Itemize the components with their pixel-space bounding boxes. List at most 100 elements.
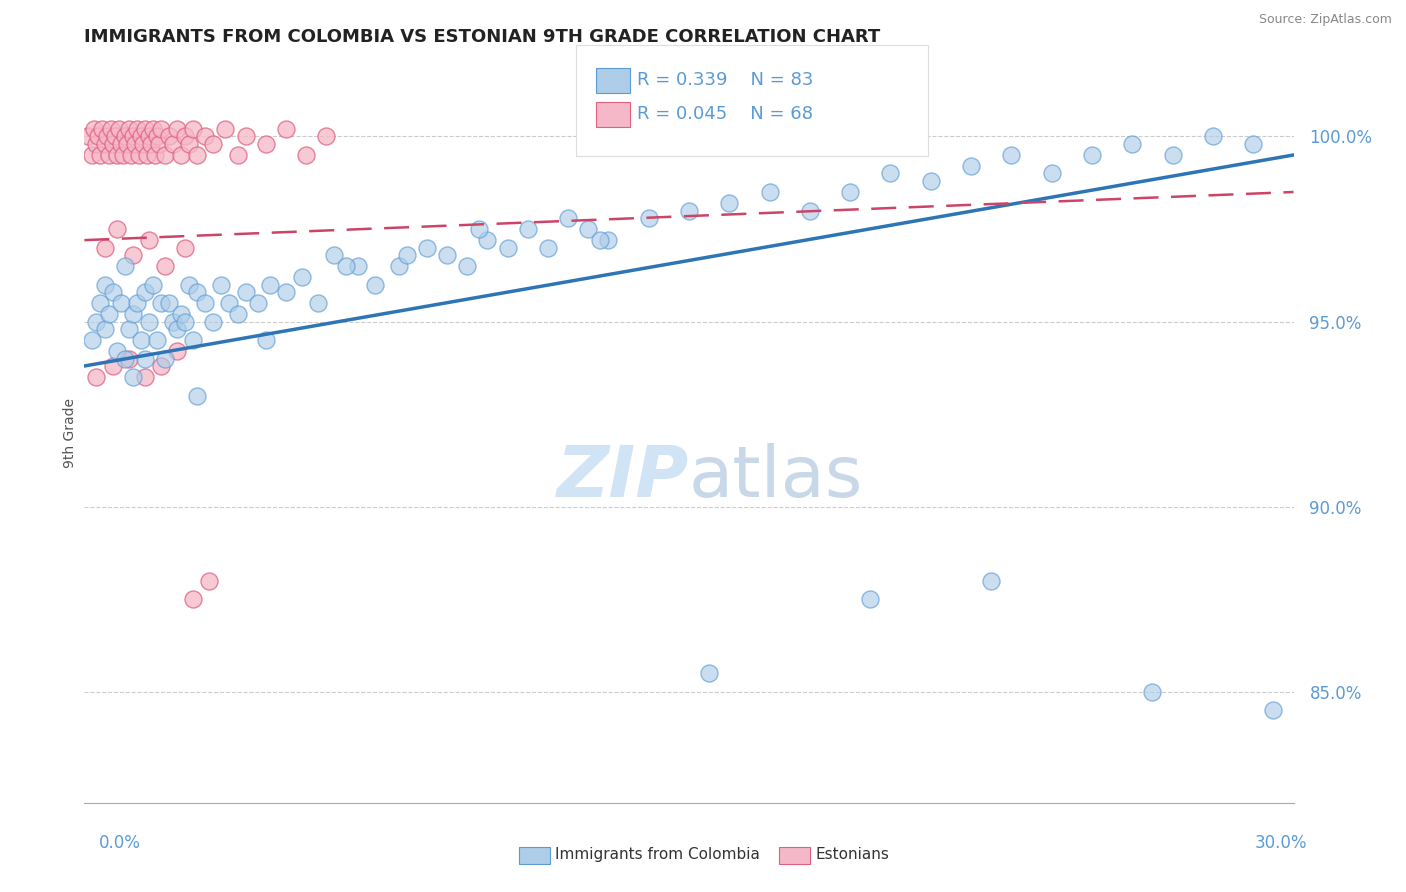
Point <box>179 136 201 151</box>
Point <box>181 333 204 347</box>
Point <box>104 129 127 144</box>
Point <box>111 148 134 162</box>
Point <box>291 270 314 285</box>
Point <box>89 296 111 310</box>
Point <box>77 129 100 144</box>
Point <box>170 148 193 162</box>
Point <box>107 122 129 136</box>
Point <box>456 259 478 273</box>
Point <box>100 122 122 136</box>
Point <box>153 351 176 366</box>
Point <box>295 148 318 162</box>
Point <box>101 359 124 373</box>
Point <box>105 222 128 236</box>
Point <box>363 277 385 292</box>
Point <box>1081 148 1104 162</box>
Point <box>120 148 142 162</box>
Point <box>128 148 150 162</box>
Point <box>477 233 499 247</box>
Point <box>1241 136 1264 151</box>
Point <box>89 148 111 162</box>
Text: Source: ZipAtlas.com: Source: ZipAtlas.com <box>1258 13 1392 27</box>
Point <box>115 136 138 151</box>
Point <box>105 344 128 359</box>
Point <box>859 592 882 607</box>
Point <box>86 370 108 384</box>
Point <box>105 148 128 162</box>
Point <box>214 122 236 136</box>
Point <box>166 122 188 136</box>
Point <box>125 296 148 310</box>
Point <box>226 148 249 162</box>
Point <box>254 333 277 347</box>
Point <box>124 136 146 151</box>
Point <box>162 136 184 151</box>
Point <box>138 233 160 247</box>
Text: Estonians: Estonians <box>815 847 890 862</box>
Text: ZIP: ZIP <box>557 442 689 511</box>
Point <box>259 277 281 292</box>
Point <box>138 315 160 329</box>
Point <box>598 233 620 247</box>
Point <box>134 351 156 366</box>
Point <box>157 296 180 310</box>
Point <box>194 129 217 144</box>
Point <box>138 129 160 144</box>
Point <box>198 574 221 588</box>
Point <box>97 307 120 321</box>
Point <box>307 296 329 310</box>
Point <box>142 277 165 292</box>
Text: Immigrants from Colombia: Immigrants from Colombia <box>555 847 761 862</box>
Text: atlas: atlas <box>689 442 863 511</box>
Point <box>125 122 148 136</box>
Point <box>149 296 172 310</box>
Point <box>254 136 277 151</box>
Point <box>153 259 176 273</box>
Text: 0.0%: 0.0% <box>98 834 141 852</box>
Point <box>186 148 208 162</box>
Point <box>202 136 225 151</box>
Point <box>121 370 143 384</box>
Text: 30.0%: 30.0% <box>1256 834 1308 852</box>
Point <box>121 129 143 144</box>
Point <box>496 241 519 255</box>
Point <box>537 241 560 255</box>
Point <box>209 277 232 292</box>
Point <box>436 248 458 262</box>
Point <box>166 322 188 336</box>
Point <box>557 211 579 225</box>
Point <box>468 222 491 236</box>
Point <box>202 315 225 329</box>
Point <box>218 296 240 310</box>
Point <box>335 259 357 273</box>
Point <box>274 285 297 299</box>
Point <box>96 129 118 144</box>
Point <box>678 203 700 218</box>
Point <box>347 259 370 273</box>
Point <box>143 148 166 162</box>
Point <box>129 129 152 144</box>
Point <box>1121 136 1143 151</box>
Point <box>114 129 136 144</box>
Point <box>114 351 136 366</box>
Point <box>589 233 612 247</box>
Point <box>697 666 720 681</box>
Point <box>118 351 141 366</box>
Point <box>174 241 197 255</box>
Point <box>146 129 169 144</box>
Text: IMMIGRANTS FROM COLOMBIA VS ESTONIAN 9TH GRADE CORRELATION CHART: IMMIGRANTS FROM COLOMBIA VS ESTONIAN 9TH… <box>84 28 880 45</box>
Point <box>135 148 157 162</box>
Point <box>121 248 143 262</box>
Point <box>134 370 156 384</box>
Point <box>129 333 152 347</box>
Point <box>121 307 143 321</box>
Point <box>226 307 249 321</box>
Point <box>181 592 204 607</box>
Point <box>87 129 110 144</box>
Point <box>1161 148 1184 162</box>
Point <box>576 222 599 236</box>
Point <box>1040 167 1063 181</box>
Point <box>132 136 155 151</box>
Point <box>93 241 115 255</box>
Point <box>181 122 204 136</box>
